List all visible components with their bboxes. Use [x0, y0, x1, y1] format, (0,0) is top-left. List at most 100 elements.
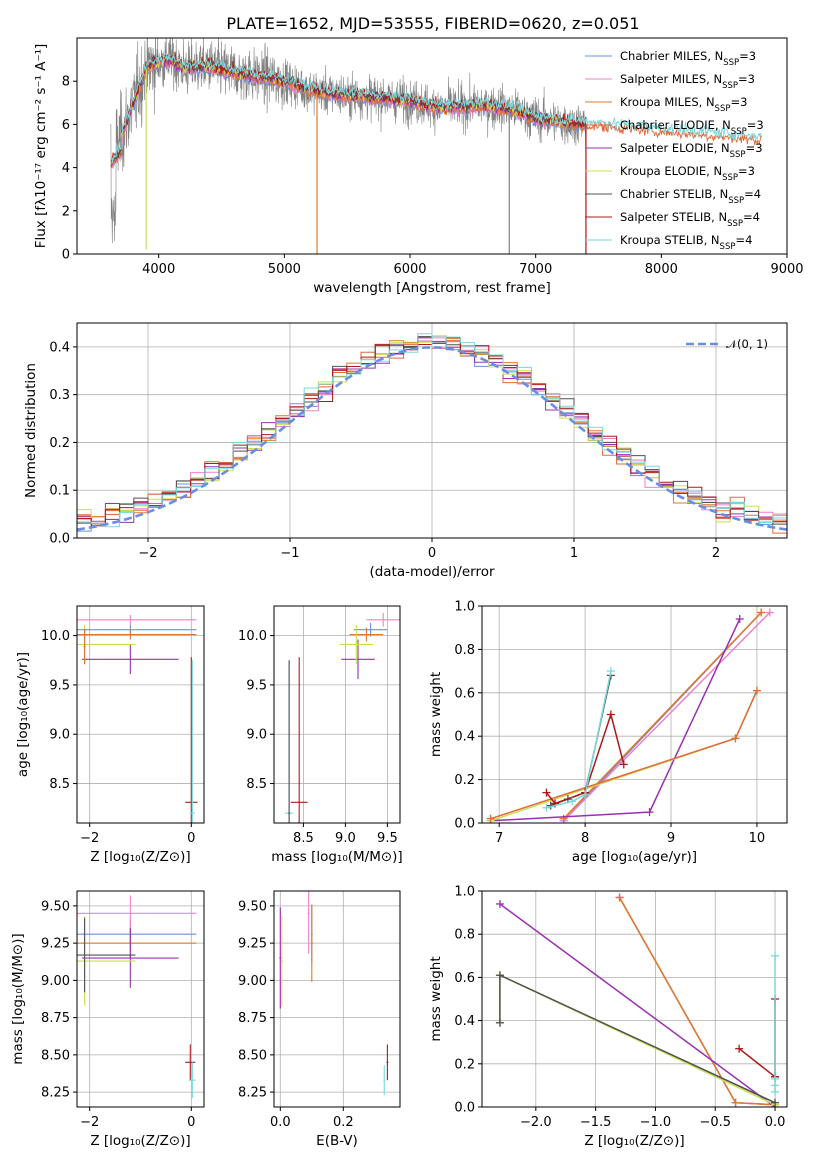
- figure-title: PLATE=1652, MJD=53555, FIBERID=0620, z=0…: [226, 14, 639, 33]
- y-tick-label: 9.0: [246, 728, 267, 743]
- y-tick-label: 8.25: [238, 1086, 267, 1101]
- legend-entry: Kroupa STELIB, NSSP=4: [620, 233, 752, 252]
- x-tick-label: 7000: [519, 262, 552, 277]
- y-tick-label: 0.2: [454, 1057, 475, 1072]
- legend-entry-tail: =3: [738, 164, 755, 178]
- y-tick-label: 10.0: [41, 629, 70, 644]
- legend-entry-label: Kroupa MILES, N: [620, 95, 715, 109]
- mass-vs-Z-plot-area: [77, 895, 197, 1099]
- legend-entry-subscript: SSP: [715, 104, 731, 114]
- y-tick-label: 8.5: [49, 777, 70, 792]
- y-axis-label: mass weight: [428, 672, 444, 757]
- y-tick-label: 0.8: [454, 928, 475, 943]
- series-line-kroupa-miles: [563, 611, 762, 820]
- y-tick-label: 0.4: [49, 340, 70, 355]
- x-tick-label: −1.0: [640, 1115, 672, 1130]
- y-tick-label: 6: [62, 118, 70, 133]
- x-axis-label: Z [log₁₀(Z/Z⊙)]: [90, 1133, 190, 1149]
- legend-entry-label: Salpeter STELIB, N: [620, 210, 727, 224]
- y-axis-label: Normed distribution: [23, 363, 39, 498]
- legend-entry: Salpeter ELODIE, NSSP=3: [620, 141, 763, 160]
- y-tick-label: 0.6: [454, 971, 475, 986]
- y-tick-label: 9.0: [49, 728, 70, 743]
- legend-entry-tail: =4: [743, 210, 760, 224]
- spectrum-panel: 4000 5000 6000 7000 8000 9000 0 2 4 6 8 wavelength …: [33, 37, 804, 296]
- x-tick-label: 5000: [268, 262, 301, 277]
- y-tick-label: 9.00: [41, 974, 70, 989]
- axes-frame: [76, 37, 788, 255]
- massweight-vs-Z-plot-area: [495, 893, 780, 1107]
- x-tick-label: −2.0: [520, 1115, 552, 1130]
- y-tick-label: 0: [62, 248, 70, 263]
- legend-entry-tail: =4: [735, 233, 752, 247]
- axes-frame: [481, 890, 788, 1108]
- x-tick-label: 8000: [645, 262, 678, 277]
- x-tick-label: −2: [138, 546, 157, 561]
- y-tick-label: 0.4: [454, 1014, 475, 1029]
- residuals-plot-area: [77, 333, 787, 534]
- age-vs-Z-plot-area: [77, 614, 198, 823]
- y-axis-label: mass weight: [428, 956, 444, 1041]
- residuals-legend: 𝒩(0, 1): [686, 337, 768, 351]
- y-tick-label: 0.4: [454, 730, 475, 745]
- y-tick-label: 10.0: [238, 629, 267, 644]
- y-tick-label: 9.25: [41, 937, 70, 952]
- legend-entry-label: Chabrier MILES, N: [620, 49, 723, 63]
- x-tick-label: 7: [495, 831, 503, 846]
- legend-entry: 𝒩(0, 1): [726, 337, 768, 351]
- y-tick-label: 0.6: [454, 686, 475, 701]
- x-tick-label: 9000: [770, 262, 803, 277]
- x-axis-label: wavelength [Angstrom, rest frame]: [313, 280, 551, 296]
- age-vs-mass-panel: 8.5 9.0 9.5 8.5 9.0 9.5 10.0 mass [log₁₀(M/M⊙)]: [238, 605, 403, 865]
- model-spectrum-kroupa-stelib: [110, 53, 762, 163]
- y-tick-label: 0.0: [49, 532, 70, 547]
- axes-frame: [273, 890, 401, 1108]
- x-tick-label: 0.0: [765, 1115, 786, 1130]
- legend-entry-label: Salpeter ELODIE, N: [620, 141, 730, 155]
- x-axis-label: (data-model)/error: [369, 564, 495, 580]
- legend-entry-tail: =3: [738, 72, 755, 86]
- x-tick-label: −2: [80, 1115, 99, 1130]
- legend-entry-tail: =3: [747, 118, 764, 132]
- series-line-kroupa-miles: [618, 897, 776, 1106]
- series-line-salpeter-stelib: [738, 999, 776, 1079]
- residuals-panel: −2 −1 0 1 2 0.0 0.1 0.2 0.3 0.4 (data-model)/error…: [23, 322, 788, 580]
- x-tick-label: 0.2: [333, 1115, 354, 1130]
- x-tick-label: 9.0: [335, 831, 356, 846]
- y-tick-label: 8.75: [238, 1011, 267, 1026]
- series-line-salpeter-elodie: [499, 903, 776, 1107]
- series-line-salpeter-miles: [618, 897, 776, 1106]
- series-line-kroupa-stelib: [546, 670, 612, 809]
- legend-entry-tail: =4: [744, 187, 761, 201]
- y-tick-label: 0.8: [454, 643, 475, 658]
- y-tick-label: 0.3: [49, 388, 70, 403]
- x-tick-label: 8.5: [293, 831, 314, 846]
- model-spectrum-salpeter-stelib: [110, 51, 587, 160]
- x-tick-label: −1: [280, 546, 299, 561]
- axes-frame: [481, 605, 788, 824]
- y-tick-label: 9.5: [246, 678, 267, 693]
- y-axis-label: mass [log₁₀(M/M⊙)]: [10, 933, 26, 1064]
- y-tick-label: 9.25: [238, 937, 267, 952]
- x-tick-label: −1.5: [580, 1115, 612, 1130]
- x-axis-label: Z [log₁₀(Z/Z⊙)]: [90, 849, 190, 865]
- axes-frame: [76, 890, 205, 1108]
- legend-entry: Salpeter STELIB, NSSP=4: [620, 210, 760, 229]
- legend-entry-subscript: SSP: [722, 81, 738, 91]
- legend-entry-tail: =3: [746, 141, 763, 155]
- x-tick-label: 2: [712, 546, 720, 561]
- legend-entry-tail: =3: [730, 95, 747, 109]
- axes-frame: [273, 605, 401, 824]
- series-line-chabrier-elodie: [490, 690, 758, 820]
- x-tick-label: 0.0: [270, 1115, 291, 1130]
- massweight-vs-age-plot-area: [486, 608, 774, 823]
- normal-curve-line: [77, 346, 787, 531]
- x-tick-label: 4000: [142, 262, 175, 277]
- x-axis-label: Z [log₁₀(Z/Z⊙)]: [584, 1133, 684, 1149]
- legend-entry-subscript: SSP: [728, 196, 744, 206]
- residual-histogram-kroupa-stelib: [77, 333, 787, 528]
- legend-entry-subscript: SSP: [731, 127, 747, 137]
- legend-entry-label: Chabrier STELIB, N: [620, 187, 728, 201]
- axes-frame: [76, 605, 205, 824]
